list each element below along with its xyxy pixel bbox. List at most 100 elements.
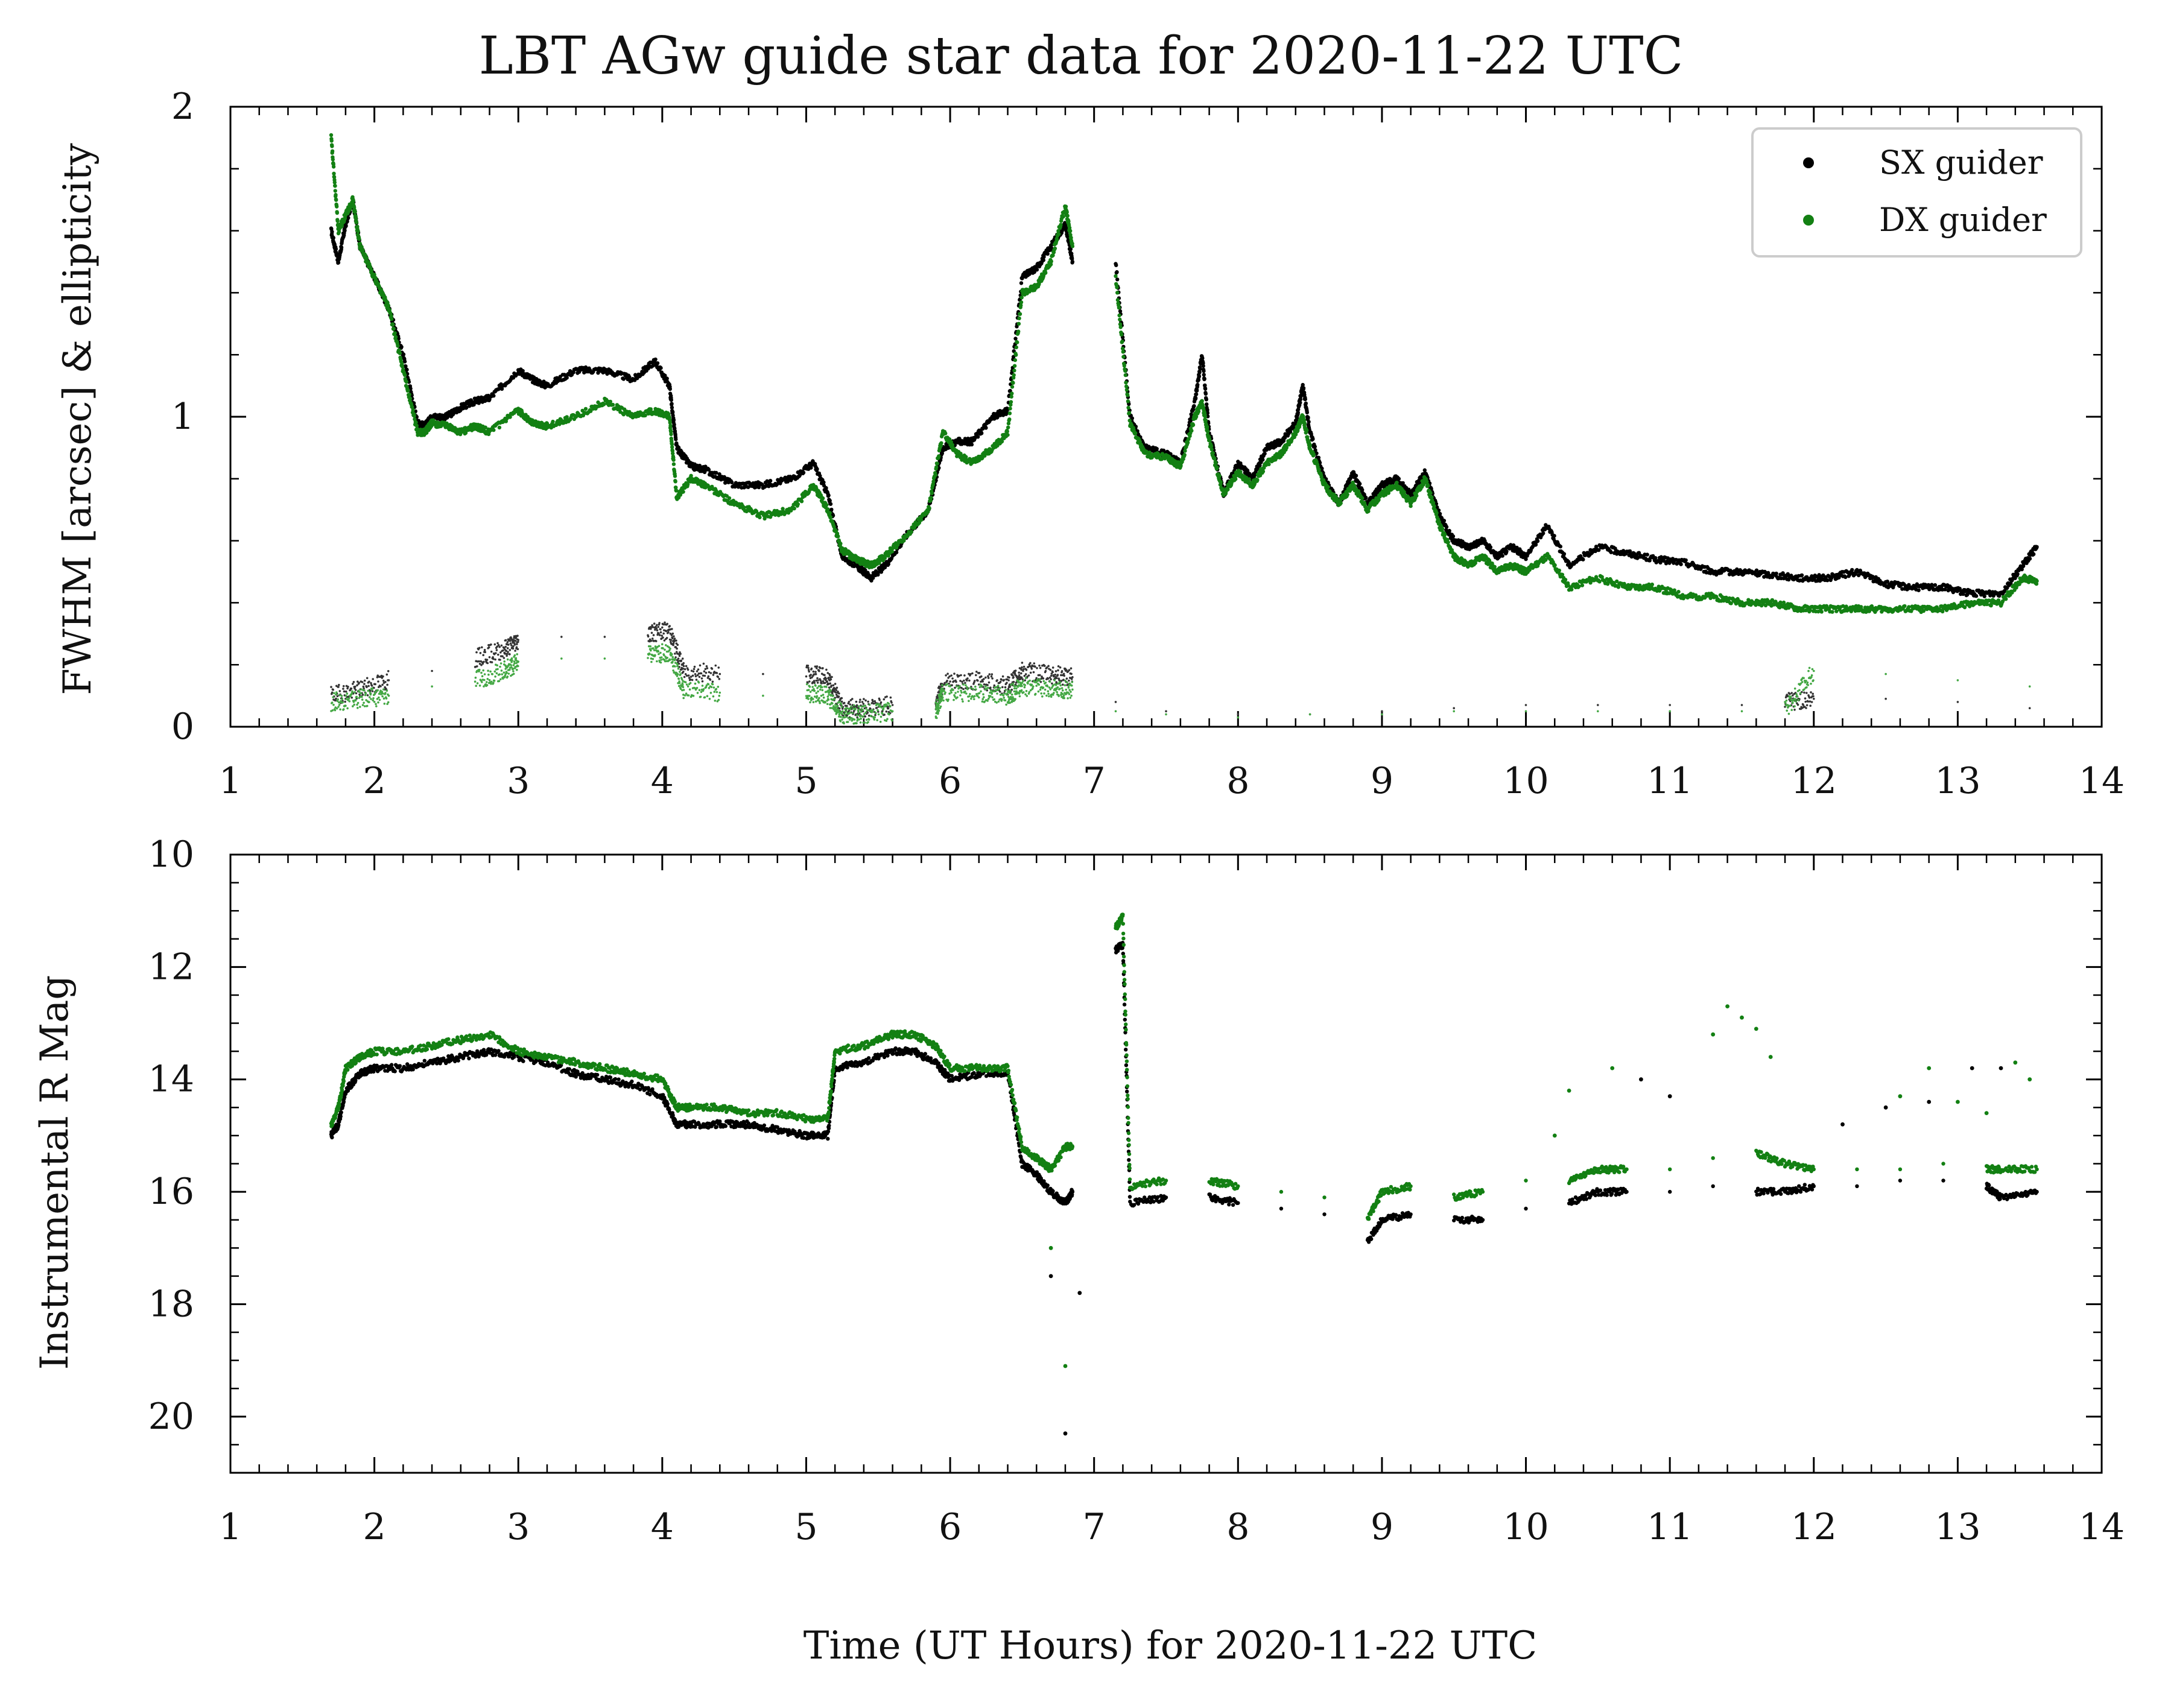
data-point [930,492,934,495]
data-point [1197,370,1201,374]
data-point [673,474,677,478]
data-point [372,273,376,276]
data-point [1438,512,1442,516]
top-x-tick-label: 14 [2079,760,2125,802]
data-point [1983,595,1986,598]
data-point [1307,420,1310,423]
data-point [344,224,347,228]
data-point [1205,397,1208,401]
data-point [1263,452,1266,455]
data-point [498,426,501,429]
data-point [1155,447,1159,451]
data-point [1562,552,1566,555]
data-point [1194,393,1198,396]
data-point [1552,534,1556,537]
data-point [405,368,408,372]
data-point [1007,417,1011,421]
data-point [334,189,337,192]
data-point [1501,554,1504,557]
data-point [1013,358,1017,362]
data-point [1306,416,1310,419]
data-point [2028,557,2032,560]
data-point [403,373,407,377]
data-point [398,352,402,355]
data-point [401,365,404,368]
data-point [931,479,935,483]
data-point [1974,594,1978,598]
data-point [758,516,761,519]
data-point [334,198,338,201]
data-point [1006,426,1010,429]
data-point [1304,397,1307,401]
data-point [1933,583,1937,587]
data-point [334,247,338,251]
data-point [1311,437,1314,441]
data-point [829,515,832,519]
data-point [414,420,417,424]
data-point [1195,389,1199,393]
data-point [343,229,346,232]
data-point [742,505,746,509]
data-point [984,426,987,429]
data-point [890,549,894,553]
data-point [334,193,337,197]
data-point [1016,330,1020,334]
data-point [406,388,410,392]
data-point [659,366,662,370]
data-point [1071,260,1074,264]
data-point [934,465,938,469]
data-point [796,502,800,506]
top-y-tick-label: 1 [171,396,194,438]
data-point [970,443,974,446]
data-point [611,403,615,406]
data-point [822,481,825,484]
data-point [1202,364,1205,368]
data-point [1653,556,1657,560]
data-point [335,211,339,215]
data-point [361,248,364,252]
data-point [1313,444,1317,448]
data-point [1017,322,1021,326]
data-point [836,534,840,538]
data-point [681,490,685,493]
data-point [330,230,334,233]
data-point [1850,568,1854,572]
data-point [602,402,606,406]
data-point [656,361,659,365]
data-point [1524,557,1527,561]
data-point [1559,545,1562,548]
data-point [800,499,804,503]
data-point [943,432,947,435]
data-point [332,165,335,168]
data-point [1115,277,1119,281]
data-point [408,397,412,400]
data-point [330,139,334,142]
data-point [1302,386,1305,390]
data-point [1445,525,1448,529]
data-point [387,303,390,307]
data-point [1008,406,1012,410]
data-point [1204,392,1208,396]
data-point [1015,346,1018,349]
data-point [1013,364,1016,368]
data-point [340,245,343,249]
data-point [1115,270,1118,274]
data-point [492,428,495,432]
data-point [668,387,672,391]
data-point [1009,400,1013,403]
data-point [671,458,675,461]
data-point [1017,317,1021,320]
top-x-tick-label: 12 [1791,760,1837,802]
data-point [670,402,673,405]
data-point [1198,367,1202,370]
data-point [1800,574,1804,577]
data-point [1205,402,1208,406]
data-point [672,423,676,426]
data-point [1008,411,1012,415]
data-point [838,542,842,545]
data-point [399,345,403,349]
chart-title: LBT AGw guide star data for 2020-11-22 U… [479,26,1684,86]
top-x-tick-label: 11 [1647,760,1693,802]
data-point [821,496,825,500]
